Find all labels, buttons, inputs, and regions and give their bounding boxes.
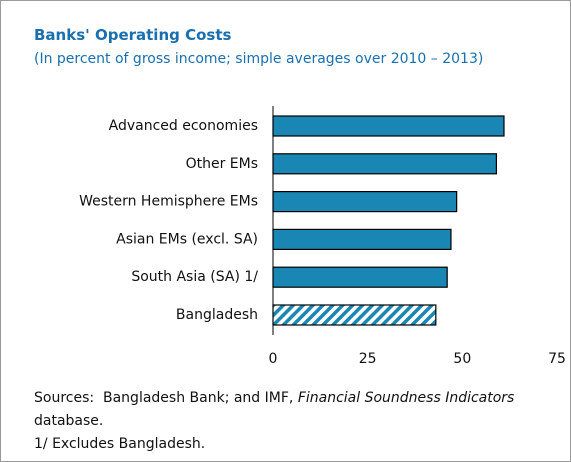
source-text: Sources: Bangladesh Bank; and IMF,	[34, 390, 298, 406]
x-tick-label: 50	[453, 351, 471, 367]
y-tick-label: Advanced economies	[109, 118, 258, 134]
x-tick-label: 75	[548, 351, 566, 367]
chart-title: Banks' Operating Costs	[34, 26, 232, 44]
source-text: database.	[34, 413, 104, 429]
chart-subtitle: (In percent of gross income; simple aver…	[34, 51, 484, 67]
footnote: 1/ Excludes Bangladesh.	[34, 436, 206, 452]
y-tick-label: Western Hemisphere EMs	[79, 194, 258, 210]
x-tick-label: 0	[269, 351, 278, 367]
bar	[272, 228, 452, 250]
bar	[272, 153, 498, 175]
y-tick-label: Bangladesh	[176, 307, 258, 323]
y-tick-label: Asian EMs (excl. SA)	[116, 231, 258, 247]
source-italic: Financial Soundness Indicators	[297, 390, 515, 406]
x-tick-label: 25	[359, 351, 377, 367]
bar	[272, 115, 505, 137]
bar	[272, 304, 437, 326]
bar	[272, 266, 448, 288]
y-tick-label: Other EMs	[186, 156, 258, 172]
plot: 0 25 50 75 Advanced economies Other EMs Wester…	[79, 106, 566, 367]
source-note: Sources: Bangladesh Bank; and IMF, Finan…	[34, 387, 564, 456]
y-tick-label: South Asia (SA) 1/	[131, 269, 258, 285]
bar	[272, 191, 458, 213]
